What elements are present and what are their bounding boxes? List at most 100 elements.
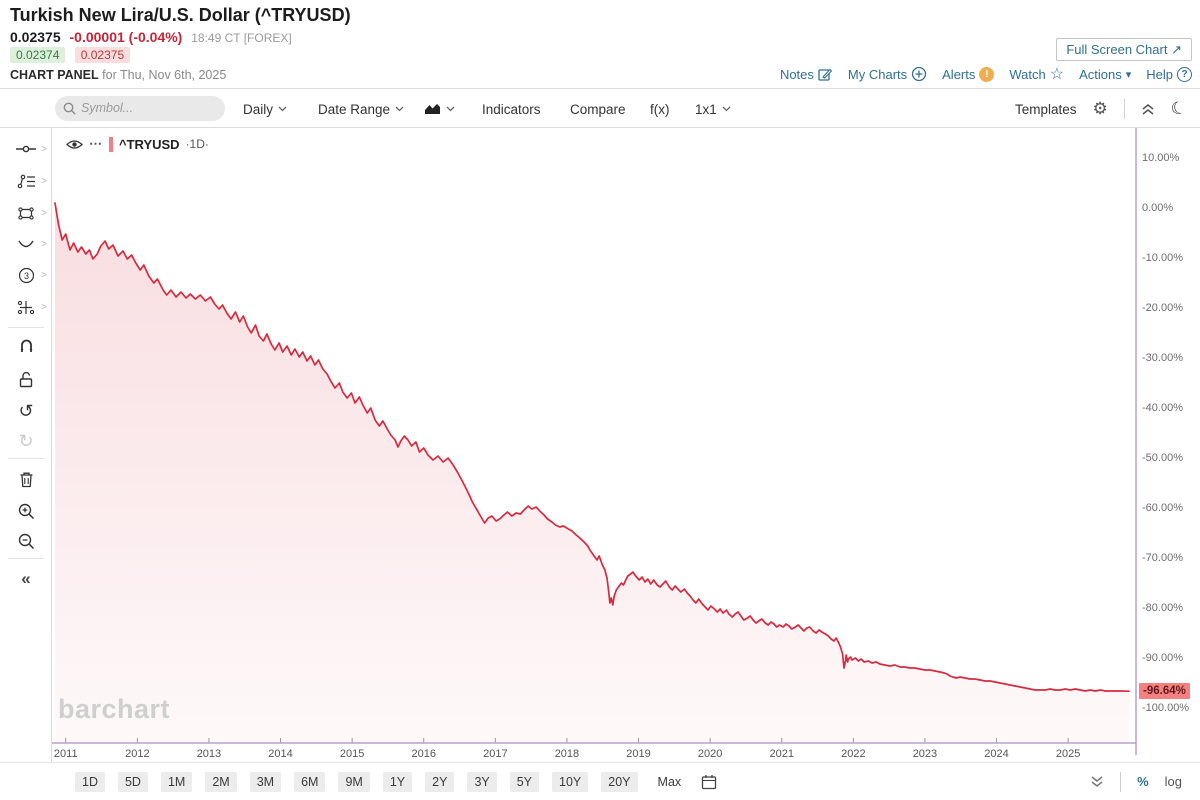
- y-axis-label: -20.00%: [1142, 301, 1183, 314]
- dark-mode-moon-icon[interactable]: ☾: [1168, 97, 1189, 120]
- x-axis-label: 2021: [769, 748, 793, 760]
- y-axis-label: -60.00%: [1142, 501, 1183, 514]
- x-axis-label: 2023: [913, 748, 937, 760]
- range-2y-button[interactable]: 2Y: [425, 771, 455, 792]
- range-20y-button[interactable]: 20Y: [601, 771, 638, 792]
- x-axis-label: 2013: [197, 748, 221, 760]
- range-3m-button[interactable]: 3M: [249, 771, 282, 792]
- alerts-link[interactable]: Alerts !: [942, 66, 995, 82]
- watch-link[interactable]: Watch ☆: [1009, 64, 1064, 84]
- collapse-down-icon[interactable]: [1090, 775, 1104, 788]
- notes-link[interactable]: Notes: [780, 67, 833, 82]
- chart-toolbar: Daily Date Range Indicators Compare f(x)…: [0, 90, 1200, 128]
- alert-badge-icon: !: [979, 66, 995, 82]
- indicators-button[interactable]: Indicators: [482, 90, 541, 128]
- undo-button[interactable]: ↺: [0, 398, 52, 424]
- y-axis-label: -50.00%: [1142, 451, 1183, 464]
- frequency-label: Daily: [243, 101, 274, 117]
- help-label: Help: [1146, 66, 1173, 82]
- arc-tool-button[interactable]: >: [0, 231, 52, 257]
- symbol-search[interactable]: [55, 96, 225, 121]
- collapse-sidebar-button[interactable]: «: [0, 566, 52, 592]
- full-screen-label: Full Screen Chart: [1066, 42, 1168, 57]
- range-5d-button[interactable]: 5D: [117, 771, 148, 792]
- zoom-in-button[interactable]: [0, 498, 52, 524]
- header: Turkish New Lira/U.S. Dollar (^TRYUSD) 0…: [0, 0, 1200, 89]
- actions-link[interactable]: Actions ▾: [1079, 67, 1131, 82]
- zoom-out-button[interactable]: [0, 528, 52, 554]
- range-1d-button[interactable]: 1D: [75, 771, 105, 792]
- header-links: Notes My Charts Alerts ! Watch ☆: [780, 63, 1192, 85]
- log-scale-toggle[interactable]: log: [1164, 774, 1182, 789]
- gear-icon[interactable]: ⚙: [1092, 99, 1108, 118]
- measure-tool-button[interactable]: >: [0, 294, 52, 320]
- range-buttons: 1D 5D 1M 2M 3M 6M 9M 1Y 2Y 3Y 5Y 10Y 20Y…: [0, 771, 717, 792]
- panel-caption: CHART PANEL for Thu, Nov 6th, 2025: [10, 68, 226, 82]
- help-link[interactable]: Help ?: [1146, 66, 1192, 82]
- y-axis-label: -90.00%: [1142, 651, 1183, 664]
- eye-icon[interactable]: [66, 139, 83, 150]
- redo-button[interactable]: ↻: [0, 428, 52, 454]
- panel-label: CHART PANEL: [10, 68, 99, 82]
- full-screen-arrow-icon: ↗: [1171, 42, 1182, 57]
- barchart-watermark: barchart: [58, 694, 171, 724]
- magnet-snap-button[interactable]: [0, 334, 52, 360]
- indicators-label: Indicators: [482, 101, 541, 117]
- compare-label: Compare: [570, 101, 626, 117]
- magnet-icon: [20, 339, 32, 352]
- range-10y-button[interactable]: 10Y: [552, 771, 589, 792]
- svg-text:3: 3: [23, 271, 28, 281]
- search-icon: [63, 102, 76, 115]
- range-2m-button[interactable]: 2M: [205, 771, 237, 792]
- range-5y-button[interactable]: 5Y: [509, 771, 540, 792]
- symbol-search-input[interactable]: [81, 97, 219, 119]
- range-max-button[interactable]: Max: [657, 774, 682, 789]
- shapes-tool-button[interactable]: >: [0, 200, 52, 226]
- x-axis-label: 2018: [555, 748, 579, 760]
- x-axis-label: 2020: [698, 748, 722, 760]
- range-3y-button[interactable]: 3Y: [467, 771, 497, 792]
- unlock-button[interactable]: [0, 366, 52, 392]
- price-chart-svg: 2011 2012 2013 2014 2015 2016 2017 2018 2019 2020…: [52, 128, 1137, 760]
- notes-label: Notes: [779, 66, 814, 82]
- chart-type-dropdown[interactable]: [424, 90, 455, 128]
- legend-series-color-bar: [109, 136, 113, 152]
- chart-legend[interactable]: ⋯ ^TRYUSD ·1D·: [66, 136, 209, 152]
- range-6m-button[interactable]: 6M: [294, 771, 326, 792]
- annotations-tool-button[interactable]: >: [0, 168, 52, 194]
- undo-icon: ↺: [18, 400, 34, 421]
- frequency-dropdown[interactable]: Daily: [243, 90, 287, 128]
- full-screen-chart-button[interactable]: Full Screen Chart ↗: [1056, 38, 1192, 61]
- percent-scale-toggle[interactable]: %: [1137, 774, 1149, 789]
- bottom-divider: [1120, 771, 1122, 792]
- legend-menu-dots-icon[interactable]: ⋯: [89, 136, 103, 151]
- y-axis[interactable]: 10.00% 0.00% -10.00% -20.00% -30.00% -40.00% -…: [1138, 128, 1200, 760]
- price-line: [54, 202, 1130, 693]
- edit-icon: [818, 68, 833, 81]
- circle-3-icon: 3: [18, 267, 34, 283]
- panel-date: for Thu, Nov 6th, 2025: [102, 68, 227, 82]
- range-9m-button[interactable]: 9M: [338, 771, 370, 792]
- chart-plot-area[interactable]: 2011 2012 2013 2014 2015 2016 2017 2018 2019 2020…: [52, 128, 1138, 760]
- templates-button[interactable]: Templates: [1015, 90, 1077, 128]
- compare-button[interactable]: Compare: [570, 90, 626, 128]
- legend-symbol: ^TRYUSD: [119, 136, 180, 152]
- date-range-dropdown[interactable]: Date Range: [318, 90, 404, 128]
- grid-layout-label: 1x1: [695, 101, 717, 117]
- my-charts-link[interactable]: My Charts: [848, 66, 927, 82]
- x-axis-label: 2024: [984, 748, 1008, 760]
- x-axis-label: 2014: [268, 748, 292, 760]
- fx-button[interactable]: f(x): [650, 90, 670, 128]
- chevron-right-icon: >: [41, 207, 47, 219]
- chevron-down-icon: [278, 106, 287, 112]
- wave-count-tool-button[interactable]: 3 >: [0, 262, 52, 288]
- rectangle-shape-icon: [18, 206, 34, 220]
- calendar-icon[interactable]: [701, 774, 717, 790]
- grid-layout-dropdown[interactable]: 1x1: [695, 90, 731, 128]
- delete-drawings-button[interactable]: [0, 466, 52, 492]
- range-1m-button[interactable]: 1M: [160, 771, 193, 792]
- collapse-up-icon[interactable]: [1141, 103, 1155, 116]
- sidebar-divider: [8, 558, 44, 559]
- trendline-tool-button[interactable]: >: [0, 136, 52, 162]
- range-1y-button[interactable]: 1Y: [382, 771, 413, 792]
